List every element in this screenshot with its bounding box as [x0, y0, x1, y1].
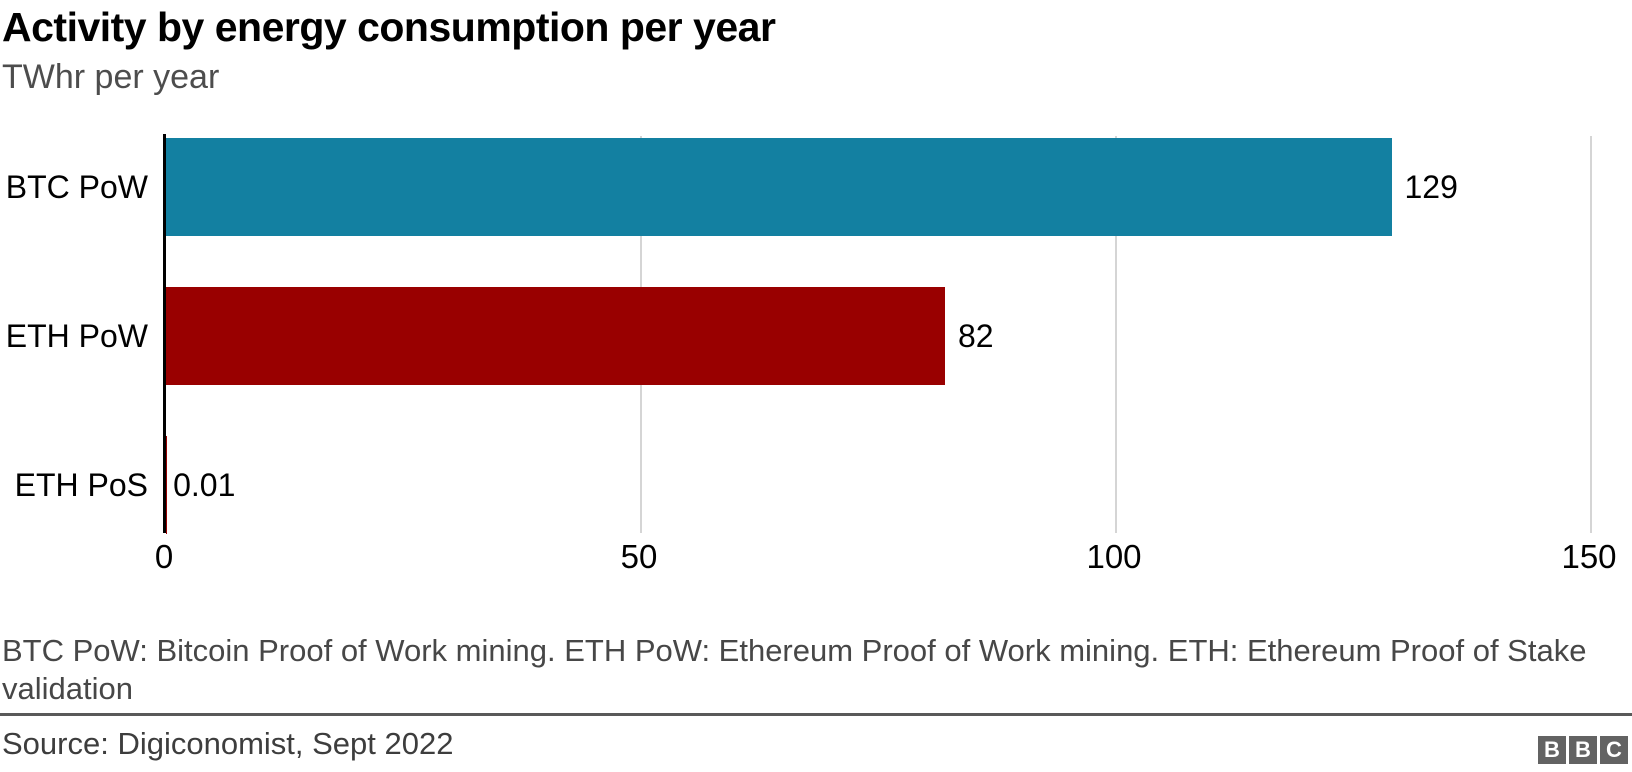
value-label-eth-pos: 0.01: [173, 467, 236, 503]
source-label: Source: Digiconomist, Sept 2022: [2, 726, 454, 761]
value-label-btc-pow: 129: [1404, 169, 1458, 205]
gridline-100: [1115, 136, 1117, 533]
logo-letter-block: B: [1538, 736, 1566, 764]
x-tick-label-100: 100: [1086, 538, 1142, 575]
page-title: Activity by energy consumption per year: [2, 4, 776, 50]
logo-letter-block: C: [1600, 736, 1628, 764]
bar-eth-pow: [166, 287, 945, 385]
page-subtitle: TWhr per year: [2, 58, 220, 96]
plot-area: BTC PoW 129 ETH PoW 82 ETH PoS 0.01: [0, 134, 1632, 534]
bar-btc-pow: [166, 138, 1392, 236]
gridline-150: [1590, 136, 1592, 533]
logo-letter-block: B: [1569, 736, 1597, 764]
y-axis-line: [163, 134, 166, 533]
footnote-line: validation: [2, 671, 133, 706]
footer-divider: [0, 713, 1632, 716]
footnote-line: BTC PoW: Bitcoin Proof of Work mining. E…: [2, 633, 1587, 668]
x-tick-label-150: 150: [1561, 538, 1617, 575]
value-label-eth-pow: 82: [958, 318, 994, 354]
category-label-btc-pow: BTC PoW: [5, 169, 148, 205]
category-label-eth-pow: ETH PoW: [5, 318, 148, 354]
x-tick-label-50: 50: [620, 538, 658, 575]
x-tick-label-0: 0: [154, 538, 174, 575]
category-label-eth-pos: ETH PoS: [14, 467, 148, 503]
footnote: BTC PoW: Bitcoin Proof of Work mining. E…: [2, 632, 1622, 708]
